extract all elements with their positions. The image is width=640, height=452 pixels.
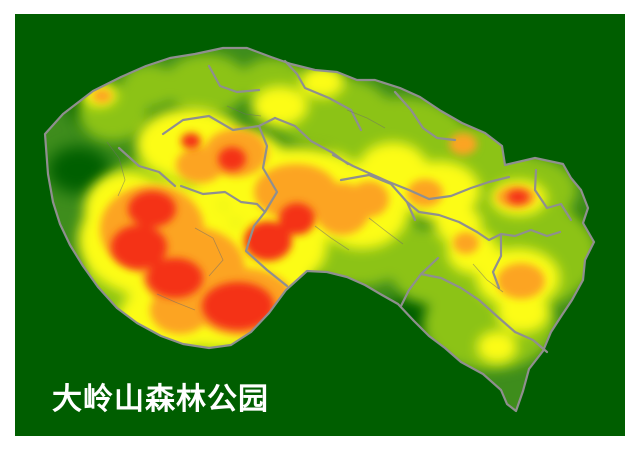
boundary-outline — [43, 46, 596, 413]
very-high-density-areas — [111, 133, 529, 330]
heatmap-svg — [15, 14, 625, 436]
forest-park-heatmap-map: 大岭山森林公园 — [15, 14, 625, 436]
map-title: 大岭山森林公园 — [52, 382, 269, 417]
subregion-lines — [106, 105, 504, 311]
